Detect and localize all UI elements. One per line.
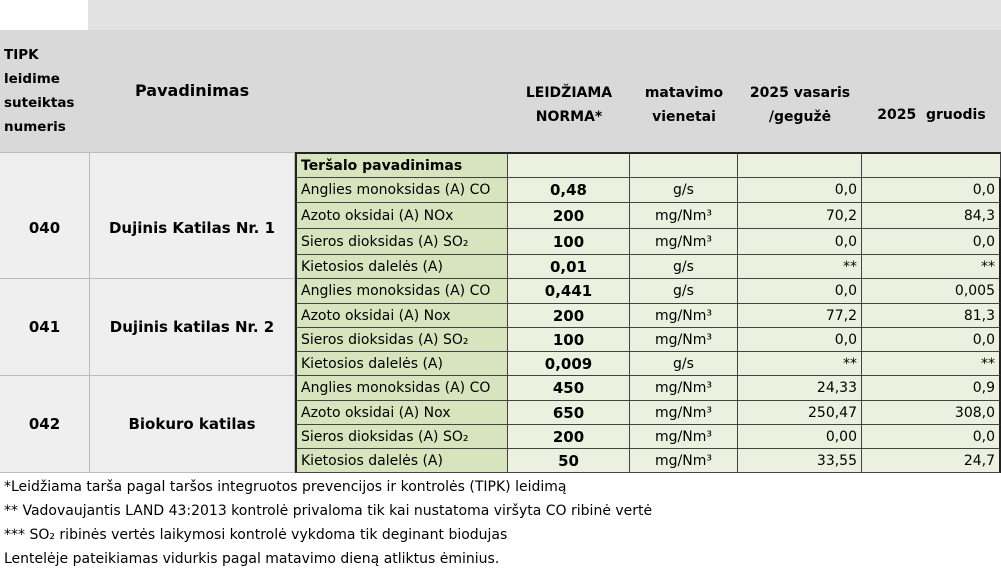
norm: 0,01 [508,255,630,279]
value: 0,0 [862,229,1001,255]
norm: 200 [508,304,630,328]
value: 0,00 [738,425,862,449]
header-unit: matavimo vienetai [630,70,738,140]
value: 0,0 [738,229,862,255]
value: 0,005 [862,279,1001,304]
norm: 200 [508,203,630,229]
sub-header: Teršalo pavadinimas [295,152,508,178]
footnote: Lentelėje pateikiamas vidurkis pagal mat… [4,551,500,567]
value: 24,33 [738,376,862,401]
value: 0,0 [862,328,1001,352]
cell [508,152,630,178]
value: ** [862,255,1001,279]
norm: 100 [508,229,630,255]
value: 308,0 [862,401,1001,425]
value: 33,55 [738,449,862,473]
footnote: ** Vadovaujantis LAND 43:2013 kontrolė p… [4,503,653,519]
value: 0,0 [862,425,1001,449]
pollutant: Kietosios dalelės (A) [295,449,508,473]
pollutant: Anglies monoksidas (A) CO [295,279,508,304]
pollutant: Azoto oksidai (A) Nox [295,401,508,425]
norm: 100 [508,328,630,352]
pollutant: Anglies monoksidas (A) CO [295,178,508,203]
group-id: 040 [0,178,90,279]
norm: 50 [508,449,630,473]
cell [0,152,90,178]
cell [90,152,295,178]
group-name: Dujinis katilas Nr. 2 [90,279,295,376]
group-id: 041 [0,279,90,376]
pollutant: Sieros dioksidas (A) SO₂ [295,328,508,352]
header-period: 2025 vasaris /gegužė [738,70,862,140]
pollutant: Sieros dioksidas (A) SO₂ [295,229,508,255]
group-name: Dujinis Katilas Nr. 1 [90,178,295,279]
cell [862,152,1001,178]
unit: mg/Nm³ [630,203,738,229]
pollutant: Azoto oksidai (A) NOx [295,203,508,229]
pollutant: Kietosios dalelės (A) [295,255,508,279]
unit: mg/Nm³ [630,376,738,401]
value: 70,2 [738,203,862,229]
header-norm: LEIDŽIAMA NORMA* [508,70,630,140]
unit: g/s [630,255,738,279]
group-id: 042 [0,376,90,473]
pollutant: Azoto oksidai (A) Nox [295,304,508,328]
value: 0,0 [862,178,1001,203]
value: ** [738,352,862,376]
unit: g/s [630,352,738,376]
value: 84,3 [862,203,1001,229]
value: 250,47 [738,401,862,425]
value: 0,9 [862,376,1001,401]
cell [738,152,862,178]
header-name: Pavadinimas [100,30,280,152]
unit: mg/Nm³ [630,229,738,255]
value: 24,7 [862,449,1001,473]
norm: 0,48 [508,178,630,203]
pollutant: Anglies monoksidas (A) CO [295,376,508,401]
unit: mg/Nm³ [630,425,738,449]
pollutant: Kietosios dalelės (A) [295,352,508,376]
unit: mg/Nm³ [630,328,738,352]
header-strip [88,0,1001,30]
value: ** [738,255,862,279]
value: 81,3 [862,304,1001,328]
value: 0,0 [738,178,862,203]
unit: g/s [630,279,738,304]
header-id: TIPK leidime suteiktas numeris [4,30,84,152]
value: ** [862,352,1001,376]
pollutant: Sieros dioksidas (A) SO₂ [295,425,508,449]
footnote: *** SO₂ ribinės vertės laikymosi kontrol… [4,527,508,543]
header-period: 2025 gruodis [862,90,1001,140]
norm: 650 [508,401,630,425]
norm: 450 [508,376,630,401]
footnote: *Leidžiama tarša pagal taršos integruoto… [4,479,567,495]
value: 77,2 [738,304,862,328]
value: 0,0 [738,328,862,352]
unit: mg/Nm³ [630,304,738,328]
norm: 200 [508,425,630,449]
unit: mg/Nm³ [630,401,738,425]
value: 0,0 [738,279,862,304]
unit: mg/Nm³ [630,449,738,473]
norm: 0,441 [508,279,630,304]
cell [630,152,738,178]
unit: g/s [630,178,738,203]
norm: 0,009 [508,352,630,376]
group-name: Biokuro katilas [90,376,295,473]
